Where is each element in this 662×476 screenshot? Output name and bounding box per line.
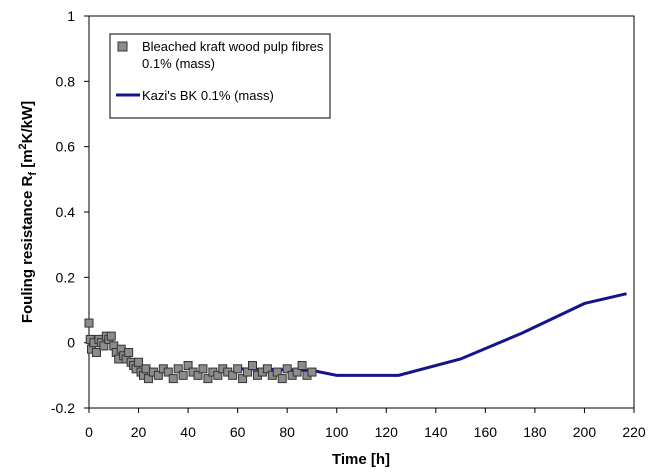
- scatter-point: [106, 331, 116, 341]
- x-axis-label: Time [h]: [332, 451, 390, 468]
- scatter-point: [91, 347, 101, 357]
- scatter-point: [233, 364, 243, 374]
- x-tick-label: 100: [325, 424, 349, 440]
- x-tick-label: 220: [622, 424, 646, 440]
- scatter-point: [99, 341, 109, 351]
- scatter-point: [168, 374, 178, 384]
- y-label-part: [m: [19, 149, 36, 172]
- legend-label: Kazi's BK 0.1% (mass): [142, 88, 274, 103]
- legend-box: [109, 33, 331, 119]
- scatter-point: [198, 364, 208, 374]
- line-series: [237, 292, 627, 377]
- y-tick-label: 0.6: [56, 139, 76, 155]
- y-tick-label: 0.8: [56, 73, 76, 89]
- scatter-point: [153, 370, 163, 380]
- x-tick-label: 160: [474, 424, 498, 440]
- y-tick-label: 0.2: [56, 269, 76, 285]
- x-tick-label: 140: [424, 424, 448, 440]
- scatter-point: [307, 367, 317, 377]
- scatter-point: [238, 374, 248, 384]
- y-tick-label: 0: [67, 335, 75, 351]
- scatter-point: [292, 367, 302, 377]
- y-axis-label: Fouling resistance Rf [m2K/kW]: [17, 101, 39, 323]
- scatter-point: [203, 374, 213, 384]
- y-tick-label: -0.2: [51, 400, 75, 416]
- scatter-point: [163, 367, 173, 377]
- legend-label: Bleached kraft wood pulp fibres 0.1% (ma…: [142, 39, 324, 71]
- scatter-point: [248, 361, 257, 371]
- y-label-part: K/kW]: [19, 101, 36, 144]
- scatter-point: [134, 357, 144, 367]
- x-tick-label: 40: [180, 424, 196, 440]
- x-tick-label: 0: [85, 424, 93, 440]
- y-label-part: f: [27, 172, 39, 176]
- scatter-point: [272, 367, 282, 377]
- scatter-point: [282, 364, 292, 374]
- scatter-point: [141, 364, 151, 374]
- scatter-point: [143, 374, 153, 384]
- x-tick-label: 80: [279, 424, 295, 440]
- scatter-point: [277, 374, 287, 384]
- scatter-point: [178, 370, 188, 380]
- scatter-point: [124, 347, 134, 357]
- y-tick-label: 0.4: [56, 204, 76, 220]
- scatter-point: [243, 367, 253, 377]
- scatter-point: [84, 318, 94, 328]
- y-label-part: Fouling resistance R: [19, 175, 36, 323]
- scatter-point: [213, 370, 223, 380]
- x-tick-label: 120: [375, 424, 399, 440]
- x-tick-label: 180: [523, 424, 547, 440]
- x-tick-label: 20: [131, 424, 147, 440]
- legend-marker: [117, 41, 128, 52]
- scatter-point: [183, 361, 193, 371]
- y-label-part: 2: [17, 143, 29, 149]
- scatter-point: [173, 364, 183, 374]
- y-tick-label: 1: [67, 8, 75, 24]
- scatter-point: [193, 370, 203, 380]
- scatter-point: [228, 370, 238, 380]
- scatter-point: [262, 364, 272, 374]
- x-tick-label: 200: [573, 424, 597, 440]
- scatter-point: [297, 361, 307, 371]
- x-tick-label: 60: [230, 424, 246, 440]
